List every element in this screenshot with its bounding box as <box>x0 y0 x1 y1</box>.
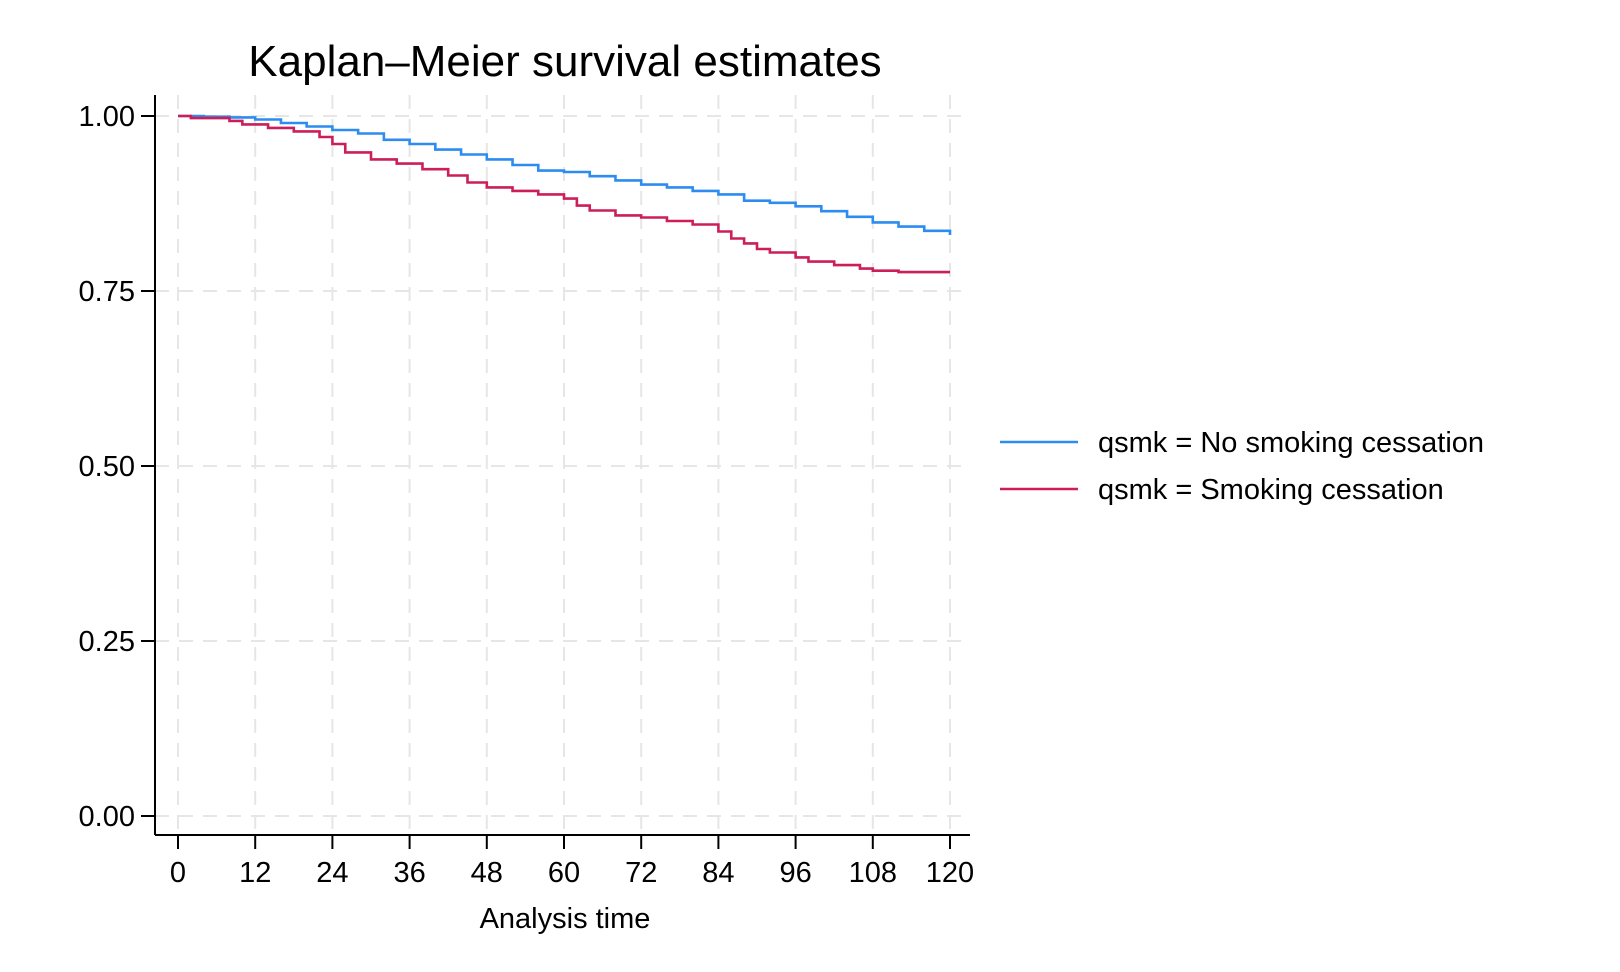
y-tick-label-4: 1.00 <box>79 101 135 133</box>
y-tick-label-0: 0.00 <box>79 801 135 833</box>
x-tick-label-6: 72 <box>625 857 657 889</box>
series-lines <box>178 114 952 274</box>
x-tick-label-8: 96 <box>779 857 811 889</box>
series-line-0 <box>178 114 952 235</box>
legend: qsmk = No smoking cessation qsmk = Smokin… <box>1000 427 1484 506</box>
series-line-1 <box>178 114 950 274</box>
grid <box>155 95 970 835</box>
x-tick-label-2: 24 <box>316 857 348 889</box>
y-tick-label-2: 0.50 <box>79 451 135 483</box>
x-tick-label-10: 120 <box>926 857 974 889</box>
x-tick-label-4: 48 <box>471 857 503 889</box>
legend-label-1: qsmk = Smoking cessation <box>1098 474 1444 506</box>
y-tick-label-3: 0.75 <box>79 276 135 308</box>
chart-title: Kaplan–Meier survival estimates <box>248 37 881 86</box>
x-tick-label-5: 60 <box>548 857 580 889</box>
x-axis-label: Analysis time <box>480 903 651 935</box>
x-tick-label-0: 0 <box>170 857 186 889</box>
x-tick-label-3: 36 <box>393 857 425 889</box>
y-tick-label-1: 0.25 <box>79 626 135 658</box>
legend-label-0: qsmk = No smoking cessation <box>1098 427 1484 459</box>
x-tick-label-7: 84 <box>702 857 734 889</box>
x-tick-label-9: 108 <box>849 857 897 889</box>
axes: 0.00 0.25 0.50 0.75 1.00 0 12 24 36 48 60 72 84 96 108… <box>79 95 974 889</box>
x-tick-label-1: 12 <box>239 857 271 889</box>
